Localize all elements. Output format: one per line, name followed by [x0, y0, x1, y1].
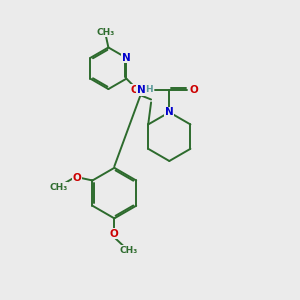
Text: O: O	[130, 85, 139, 95]
Text: N: N	[165, 107, 174, 117]
Text: N: N	[137, 85, 146, 95]
Text: CH₃: CH₃	[97, 28, 115, 37]
Text: CH₃: CH₃	[119, 246, 138, 255]
Text: O: O	[189, 85, 198, 95]
Text: CH₃: CH₃	[50, 182, 68, 191]
Text: O: O	[110, 229, 119, 239]
Text: H: H	[145, 85, 153, 94]
Text: O: O	[73, 173, 81, 183]
Text: N: N	[122, 53, 131, 63]
